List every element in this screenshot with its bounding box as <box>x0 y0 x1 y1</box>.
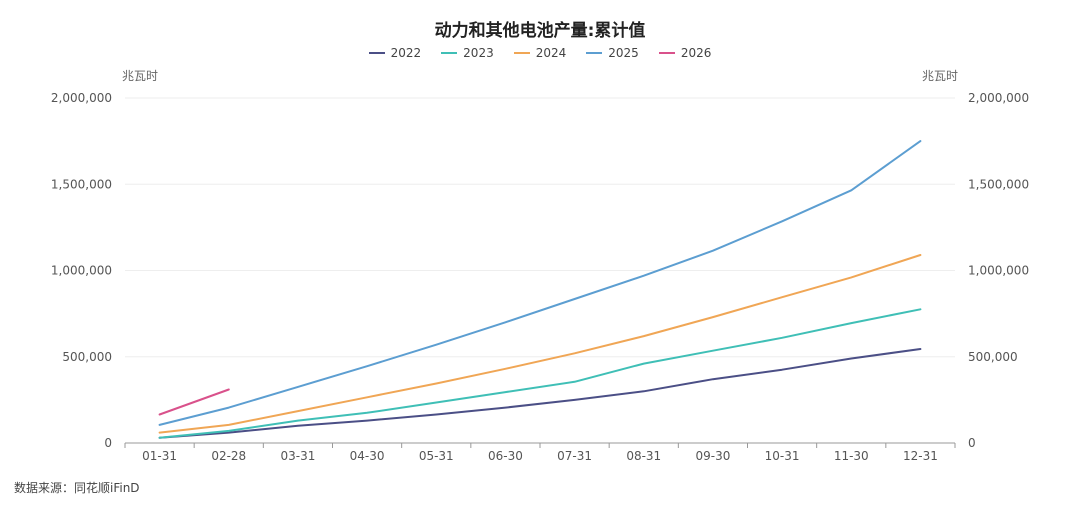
y-tick-label-left: 1,500,000 <box>51 177 112 191</box>
x-tick-label: 08-31 <box>626 449 661 463</box>
legend-swatch-2026 <box>658 52 675 54</box>
series-line-2024 <box>158 254 922 434</box>
data-source: 数据来源：同花顺iFinD <box>14 481 140 495</box>
series-line-2023 <box>158 308 922 439</box>
x-tick-label: 06-30 <box>488 449 523 463</box>
series-line-2025 <box>158 140 922 426</box>
chart-title: 动力和其他电池产量:累计值 <box>434 21 646 41</box>
y-tick-label-right: 2,000,000 <box>968 91 1029 105</box>
x-tick-label: 07-31 <box>557 449 592 463</box>
y-tick-label-left: 1,000,000 <box>51 264 112 278</box>
series-line-2022 <box>158 348 922 439</box>
x-tick-label: 01-31 <box>142 449 177 463</box>
x-tick-label: 11-30 <box>834 449 869 463</box>
legend-label-2025: 2025 <box>608 46 639 60</box>
legend-label-2023: 2023 <box>463 46 494 60</box>
y-tick-label-left: 500,000 <box>62 350 112 364</box>
series-line-2026 <box>158 388 230 416</box>
y-tick-label-right: 500,000 <box>968 350 1018 364</box>
legend-label-2024: 2024 <box>535 46 567 60</box>
y-axis-unit-right: 兆瓦时 <box>921 69 958 83</box>
legend-label-2026: 2026 <box>680 46 712 60</box>
y-tick-label-right: 1,500,000 <box>968 177 1029 191</box>
legend-swatch-2023 <box>441 52 458 54</box>
legend-item-2025[interactable]: 2025 <box>586 46 639 60</box>
x-tick-label: 05-31 <box>419 449 454 463</box>
legend: 2022 2023 2024 2025 2026 <box>0 46 1080 60</box>
y-tick-label-right: 0 <box>968 436 976 450</box>
x-tick-label: 03-31 <box>280 449 315 463</box>
legend-item-2022[interactable]: 2022 <box>368 46 422 60</box>
x-tick-label: 10-31 <box>765 449 800 463</box>
x-tick-label: 09-30 <box>695 449 730 463</box>
legend-label-2022: 2022 <box>390 46 422 60</box>
y-tick-label-right: 1,000,000 <box>968 264 1029 278</box>
y-tick-label-left: 0 <box>104 436 112 450</box>
legend-swatch-2022 <box>368 52 385 54</box>
legend-item-2023[interactable]: 2023 <box>441 46 494 60</box>
legend-item-2026[interactable]: 2026 <box>658 46 712 60</box>
legend-swatch-2024 <box>513 52 530 54</box>
x-tick-label: 02-28 <box>211 449 246 463</box>
y-axis-unit-left: 兆瓦时 <box>122 69 159 83</box>
legend-swatch-2025 <box>586 52 603 54</box>
x-tick-label: 12-31 <box>903 449 938 463</box>
x-tick-label: 04-30 <box>350 449 385 463</box>
legend-item-2024[interactable]: 2024 <box>513 46 567 60</box>
y-tick-label-left: 2,000,000 <box>51 91 112 105</box>
